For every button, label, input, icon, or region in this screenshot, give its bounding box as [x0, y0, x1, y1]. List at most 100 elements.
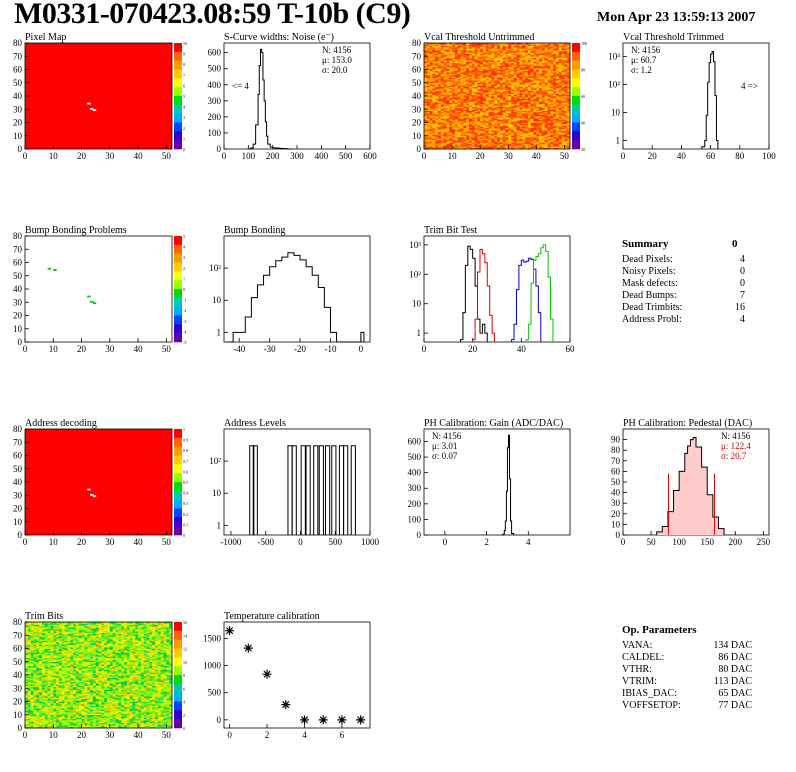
heatmap-cell — [485, 48, 489, 50]
heatmap-cell — [513, 48, 517, 50]
heatmap-cell — [118, 726, 122, 729]
heatmap-cell — [429, 66, 433, 69]
heatmap-cell — [424, 114, 428, 117]
heatmap-cell — [468, 45, 473, 48]
heatmap-cell — [488, 122, 492, 125]
heatmap-cell — [516, 61, 520, 64]
heatmap-cell — [530, 50, 534, 53]
heatmap-cell — [539, 46, 543, 49]
heatmap-cell — [138, 721, 142, 723]
color-scale-segment — [174, 244, 182, 254]
heatmap-cell — [440, 115, 444, 118]
heatmap-cell — [488, 74, 492, 77]
heatmap-cell — [508, 101, 512, 103]
heatmap-cell — [508, 44, 512, 46]
heatmap-cell — [432, 53, 436, 56]
heatmap-cell — [471, 82, 475, 85]
heatmap-cell — [480, 96, 484, 98]
heatmap-cell — [452, 111, 456, 114]
heatmap-cell — [488, 84, 492, 86]
heatmap-cell — [553, 43, 557, 45]
heatmap-cell — [474, 72, 478, 74]
heatmap-cell — [438, 147, 442, 150]
heatmap-cell — [466, 81, 470, 84]
heatmap-cell — [550, 88, 554, 90]
heatmap-cell — [530, 118, 534, 121]
heatmap-cell — [480, 93, 484, 95]
heatmap-cell — [471, 78, 475, 81]
heatmap-cell — [454, 52, 458, 54]
heatmap-cell — [480, 114, 484, 117]
heatmap-cell — [73, 721, 77, 723]
heatmap-cell — [499, 81, 503, 84]
heatmap-cell — [466, 96, 470, 98]
heatmap-cell — [449, 127, 453, 130]
heatmap-cell — [457, 78, 461, 81]
heatmap-cell — [471, 137, 475, 139]
heatmap-cell — [491, 52, 495, 54]
heatmap-cell — [547, 61, 551, 64]
heatmap-cell — [544, 50, 548, 53]
heatmap-cell — [505, 54, 509, 57]
heatmap-cell — [564, 142, 568, 144]
heatmap-cell — [33, 722, 37, 725]
heatmap-cell — [522, 77, 526, 80]
heatmap-cell — [499, 117, 503, 119]
heatmap-cell — [539, 106, 543, 109]
heatmap-cell — [463, 122, 467, 125]
heatmap-cell — [536, 139, 540, 142]
heatmap-cell — [511, 141, 515, 143]
heatmap-cell — [463, 82, 467, 85]
heatmap-cell — [511, 114, 515, 117]
heatmap-cell — [491, 82, 495, 85]
heatmap-cell — [39, 720, 43, 722]
heatmap-cell — [429, 52, 433, 54]
heatmap-cell — [50, 726, 54, 729]
heatmap-cell — [508, 48, 512, 50]
heatmap-cell — [491, 45, 495, 48]
heatmap-cell — [454, 45, 458, 48]
heatmap-cell — [463, 86, 467, 89]
heatmap-cell — [446, 135, 450, 138]
heatmap-cell — [558, 125, 562, 127]
heatmap-cell — [502, 131, 506, 134]
heatmap-cell — [438, 134, 442, 137]
heatmap-cell — [429, 86, 433, 89]
heatmap-cell — [527, 142, 531, 144]
heatmap-cell — [426, 89, 430, 91]
heatmap-cell — [452, 98, 456, 101]
heatmap-cell — [497, 130, 501, 133]
heatmap-cell — [564, 53, 568, 56]
heatmap-cell — [485, 85, 489, 88]
heatmap-cell — [491, 70, 495, 73]
color-scale-label: 2 — [183, 126, 185, 131]
x-tick-label: -40 — [233, 344, 245, 354]
heatmap-cell — [452, 78, 456, 81]
heatmap-cell — [544, 138, 548, 141]
heatmap-cell — [555, 57, 560, 60]
heatmap-cell — [432, 74, 436, 77]
heatmap-cell — [541, 138, 546, 141]
heatmap-fill — [25, 43, 172, 149]
heatmap-cell — [536, 137, 540, 139]
heatmap-cell — [527, 57, 531, 60]
heatmap-cell — [466, 141, 470, 143]
x-tick-label: -500 — [257, 537, 274, 547]
heatmap-cell — [438, 110, 442, 113]
heatmap-cell — [438, 49, 442, 52]
heatmap-cell — [511, 93, 515, 95]
heatmap-cell — [488, 49, 492, 52]
heatmap-cell — [140, 725, 145, 727]
heatmap-cell — [471, 102, 475, 105]
heatmap-cell — [25, 718, 29, 721]
heatmap-cell — [482, 147, 487, 150]
heatmap-cell — [525, 68, 529, 70]
heatmap-cell — [468, 77, 473, 80]
heatmap-cell — [567, 50, 571, 53]
heatmap-cell — [454, 122, 458, 125]
heatmap-cell — [494, 123, 498, 126]
heatmap-cell — [508, 72, 512, 74]
heatmap-cell — [443, 138, 447, 141]
heatmap-cell — [511, 139, 515, 142]
heatmap-cell — [440, 99, 444, 102]
